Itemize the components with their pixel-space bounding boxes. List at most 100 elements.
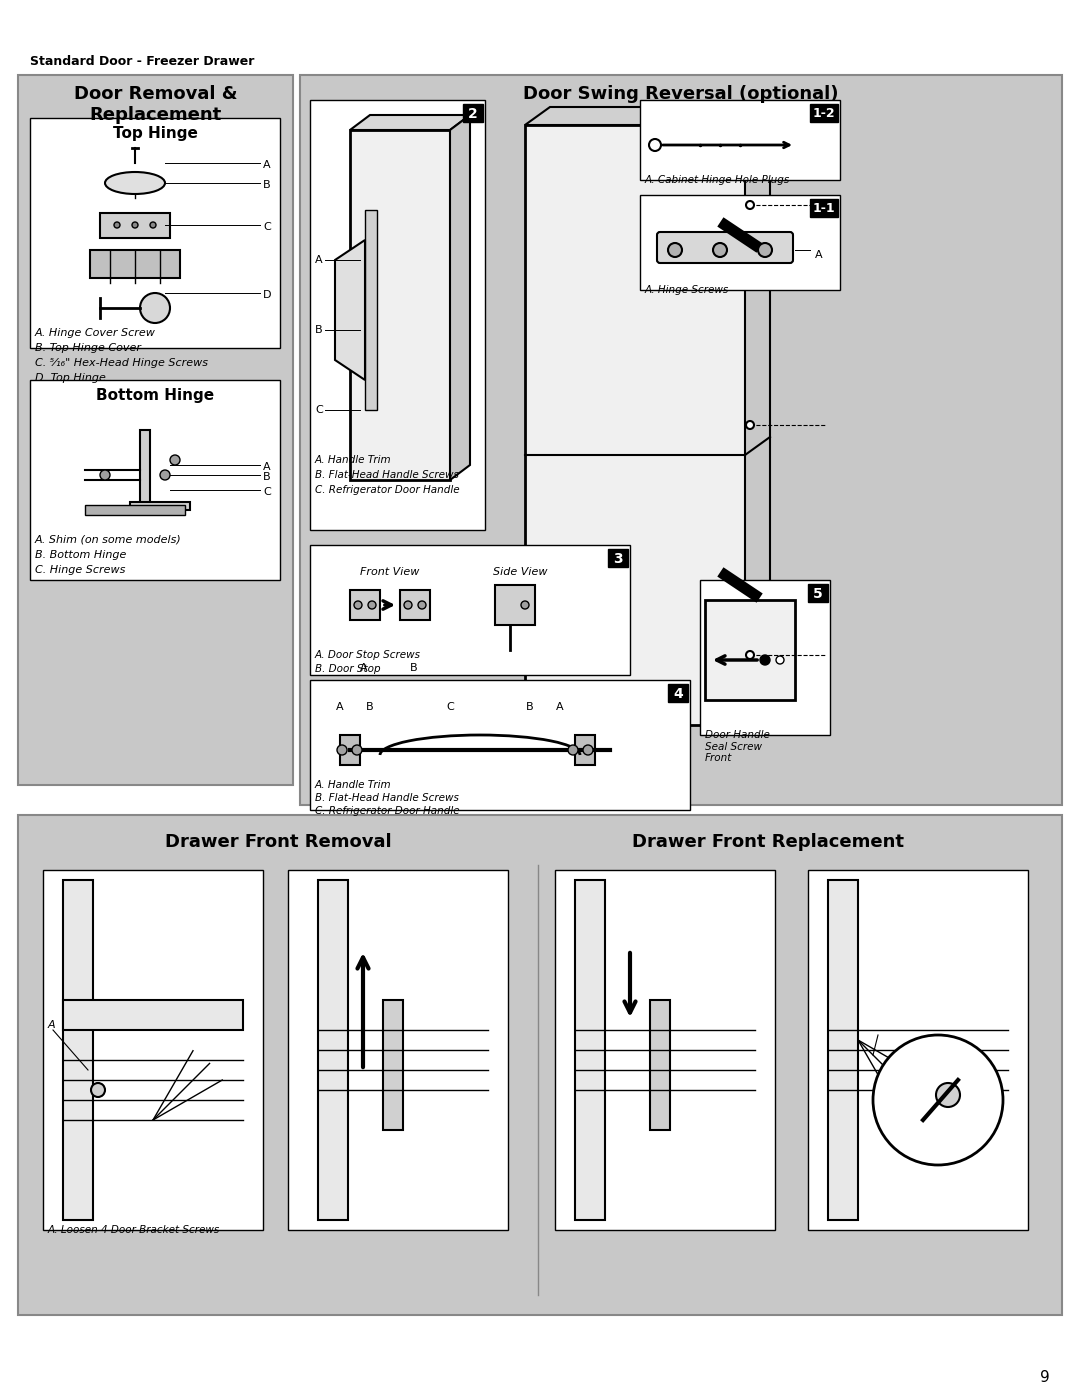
Bar	[318, 880, 348, 1220]
Bar	[365, 210, 377, 409]
Polygon shape	[745, 108, 770, 725]
Bar	[669, 685, 688, 703]
Bar	[810, 198, 838, 217]
Text: C: C	[446, 703, 454, 712]
Polygon shape	[90, 250, 180, 278]
Text: Drawer Front Removal: Drawer Front Removal	[164, 833, 391, 851]
Text: 1-2: 1-2	[812, 108, 835, 120]
Circle shape	[404, 601, 411, 609]
Text: A: A	[315, 256, 323, 265]
Circle shape	[114, 222, 120, 228]
Text: 1-1: 1-1	[812, 203, 835, 215]
Text: C: C	[315, 405, 323, 415]
Bar	[130, 502, 190, 510]
Circle shape	[418, 601, 426, 609]
Text: Standard Door - Freezer Drawer: Standard Door - Freezer Drawer	[30, 54, 255, 68]
Text: A. Shim (on some models): A. Shim (on some models)	[35, 535, 181, 545]
Bar	[340, 735, 360, 766]
Polygon shape	[350, 590, 380, 620]
Text: A. Hinge Screws: A. Hinge Screws	[645, 285, 729, 295]
Circle shape	[100, 469, 110, 481]
Text: B. Flat-Head Handle Screws: B. Flat-Head Handle Screws	[315, 469, 459, 481]
Text: C: C	[264, 488, 271, 497]
Text: Door Swing Reversal (optional): Door Swing Reversal (optional)	[523, 85, 839, 103]
Polygon shape	[650, 1000, 670, 1130]
Bar	[608, 549, 627, 567]
Text: A. Handle Trim: A. Handle Trim	[315, 455, 392, 465]
Bar	[63, 880, 93, 1220]
Text: Top Hinge: Top Hinge	[112, 126, 198, 141]
Bar	[63, 1000, 243, 1030]
Bar	[140, 430, 150, 510]
Bar	[288, 870, 508, 1229]
Circle shape	[777, 657, 784, 664]
Polygon shape	[85, 504, 185, 515]
Text: D: D	[264, 291, 271, 300]
Text: B: B	[366, 703, 374, 712]
Circle shape	[150, 222, 156, 228]
Circle shape	[669, 243, 681, 257]
Text: Door Removal &
Replacement: Door Removal & Replacement	[73, 85, 238, 124]
Text: Drawer Front Replacement: Drawer Front Replacement	[632, 833, 904, 851]
Bar	[808, 584, 828, 602]
Text: D. Top Hinge: D. Top Hinge	[35, 373, 106, 383]
Text: Bottom Hinge: Bottom Hinge	[96, 388, 214, 402]
Text: Front View: Front View	[361, 567, 420, 577]
Bar	[463, 103, 483, 122]
Circle shape	[140, 293, 170, 323]
Polygon shape	[383, 1000, 403, 1130]
Text: A. Door Stop Screws: A. Door Stop Screws	[315, 650, 421, 659]
Bar	[640, 101, 840, 180]
Polygon shape	[400, 590, 430, 620]
Text: 9: 9	[1040, 1370, 1050, 1384]
Circle shape	[352, 745, 362, 754]
Polygon shape	[350, 115, 470, 130]
Bar	[18, 75, 293, 785]
Text: A: A	[48, 1020, 56, 1030]
Text: C. Refrigerator Door Handle: C. Refrigerator Door Handle	[315, 485, 460, 495]
Text: A. Cabinet Hinge Hole Plugs: A. Cabinet Hinge Hole Plugs	[645, 175, 791, 184]
Bar	[350, 130, 450, 481]
Circle shape	[337, 745, 347, 754]
Circle shape	[746, 651, 754, 659]
Polygon shape	[335, 240, 365, 380]
Text: C. Refrigerator Door Handle: C. Refrigerator Door Handle	[315, 806, 460, 816]
Circle shape	[873, 1035, 1003, 1165]
Bar	[808, 870, 1028, 1229]
Ellipse shape	[105, 172, 165, 194]
Circle shape	[568, 745, 578, 754]
Text: C. ⁵⁄₁₆" Hex-Head Hinge Screws: C. ⁵⁄₁₆" Hex-Head Hinge Screws	[35, 358, 208, 367]
Bar	[30, 380, 280, 580]
Circle shape	[132, 222, 138, 228]
Bar	[705, 599, 795, 700]
Polygon shape	[450, 115, 470, 481]
Text: B: B	[315, 326, 323, 335]
Bar	[43, 870, 264, 1229]
Text: B: B	[264, 472, 271, 482]
Circle shape	[649, 138, 661, 151]
Text: B. Door Stop: B. Door Stop	[315, 664, 380, 673]
Text: C. Hinge Screws: C. Hinge Screws	[35, 564, 125, 576]
Bar	[810, 103, 838, 122]
Circle shape	[521, 601, 529, 609]
Text: B: B	[264, 180, 271, 190]
FancyBboxPatch shape	[657, 232, 793, 263]
Circle shape	[368, 601, 376, 609]
Text: A. Handle Trim: A. Handle Trim	[315, 780, 392, 789]
Bar	[575, 880, 605, 1220]
Text: A. Loosen 4 Door Bracket Screws: A. Loosen 4 Door Bracket Screws	[48, 1225, 220, 1235]
Text: A: A	[264, 462, 271, 472]
Text: A: A	[264, 161, 271, 170]
Circle shape	[713, 243, 727, 257]
Polygon shape	[495, 585, 535, 624]
Text: 2: 2	[468, 108, 477, 122]
Circle shape	[746, 420, 754, 429]
Bar	[30, 117, 280, 348]
Bar	[640, 196, 840, 291]
Text: B. Flat-Head Handle Screws: B. Flat-Head Handle Screws	[315, 793, 459, 803]
Circle shape	[91, 1083, 105, 1097]
Bar	[525, 124, 745, 725]
Text: 4: 4	[673, 687, 683, 701]
Bar	[575, 735, 595, 766]
Text: B. Top Hinge Cover: B. Top Hinge Cover	[35, 344, 141, 353]
